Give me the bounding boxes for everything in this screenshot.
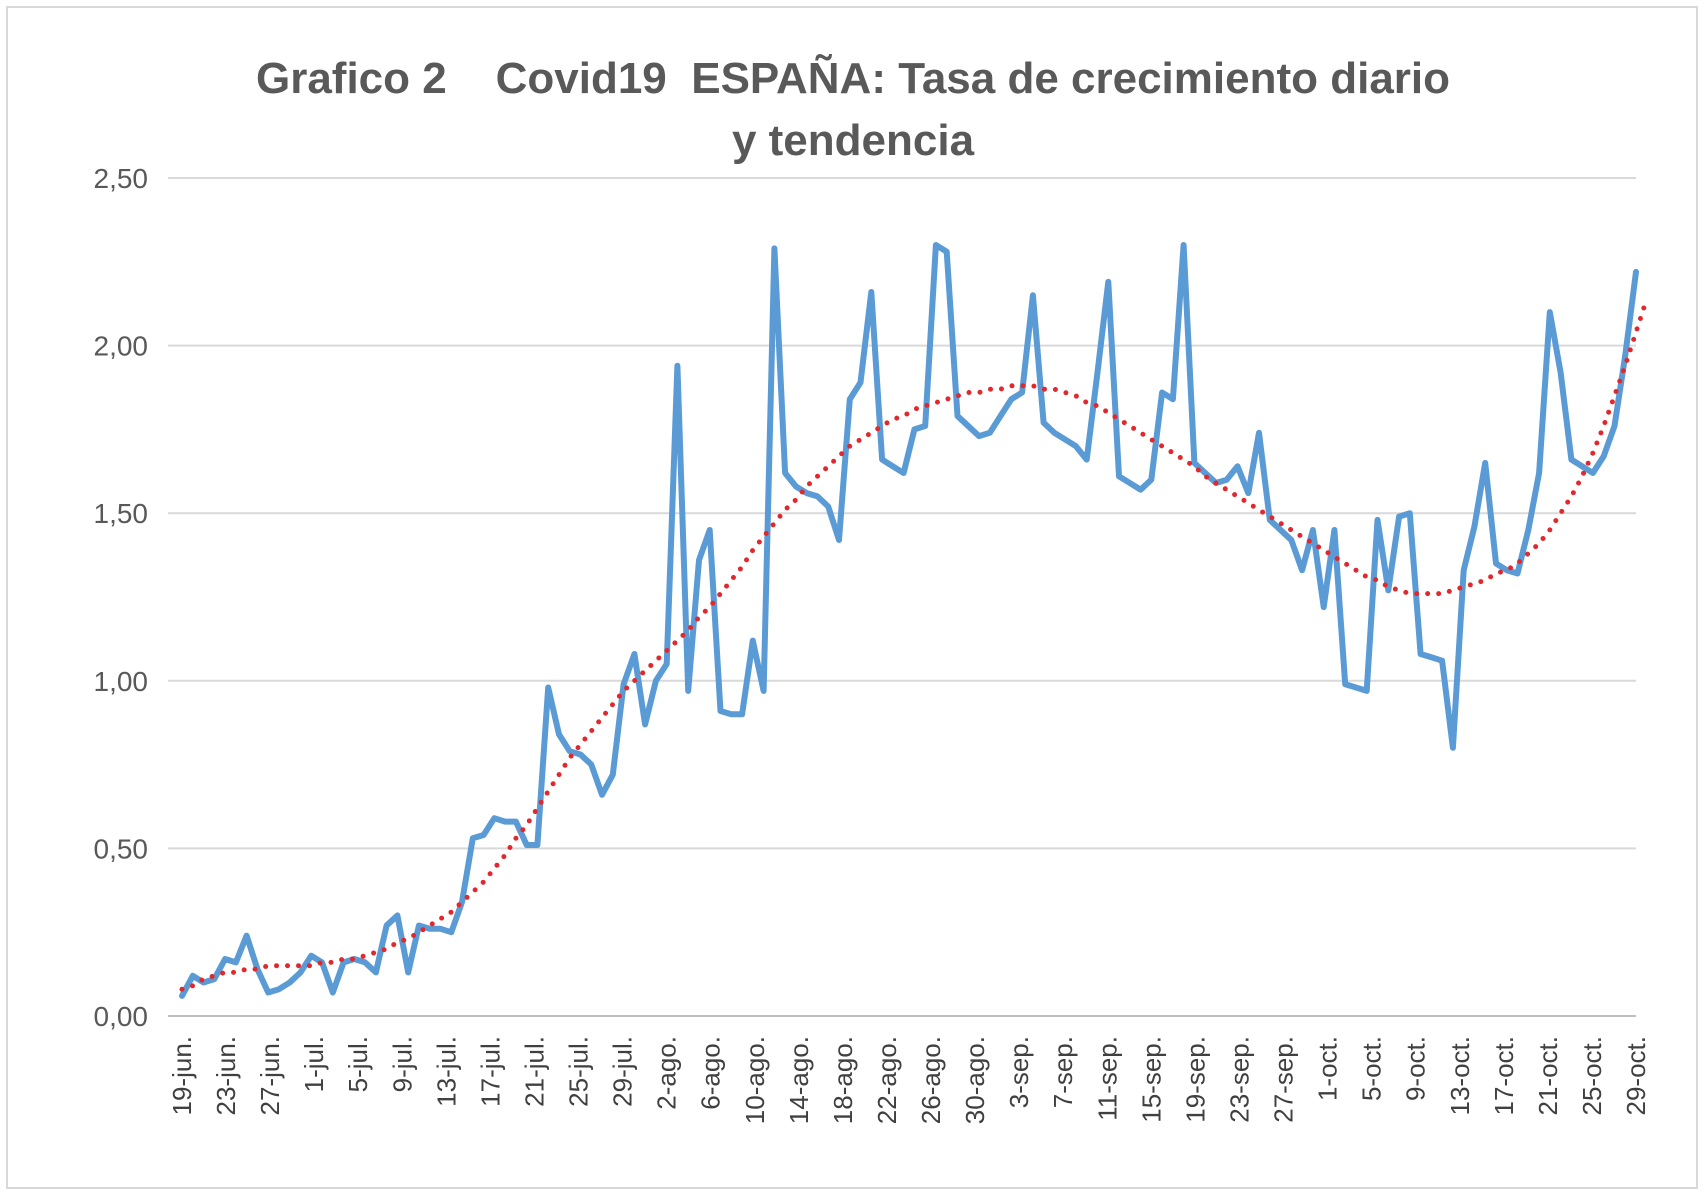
x-tick-label: 13-jul. [431,1036,461,1107]
x-axis-tick-labels: 19-jun. 23-jun. 27-jun. 1-jul. 5-jul. 9-jul. 1… [167,1036,1651,1124]
x-tick-label: 23-sep. [1224,1036,1254,1123]
x-tick-label: 21-jul. [519,1036,549,1107]
x-tick-label: 11-sep. [1092,1036,1122,1121]
x-tick-label: 22-ago. [872,1036,902,1124]
x-tick-label: 5-jul. [343,1036,373,1092]
x-tick-label: 10-ago. [740,1036,770,1124]
x-tick-label: 1-jul. [299,1036,329,1092]
x-tick-label: 26-ago. [916,1036,946,1124]
chart-title-line2: y tendencia [731,116,975,165]
x-tick-label: 30-ago. [960,1036,990,1124]
daily-rate-line [179,242,1639,999]
x-tick-label: 19-sep. [1180,1036,1210,1123]
y-tick-label: 1,50 [94,498,149,529]
x-tick-label: 15-sep. [1136,1036,1166,1123]
chart-title-line1: Grafico 2 Covid19 ESPAÑA: Tasa de crecim… [255,54,1451,103]
y-tick-label: 0,00 [94,1001,149,1032]
x-tick-label: 25-jul. [564,1036,594,1107]
x-tick-label: 6-ago. [696,1036,726,1110]
chart-title: Grafico 2 Covid19 ESPAÑA: Tasa de crecim… [0,48,1706,172]
y-tick-label: 2,50 [94,163,149,194]
x-tick-label: 23-jun. [211,1036,241,1116]
x-tick-label: 7-sep. [1048,1036,1078,1108]
y-tick-label: 2,00 [94,331,149,362]
x-tick-label: 25-oct. [1577,1036,1607,1116]
y-axis-tick-labels: 0,00 0,50 1,00 1,50 2,00 2,50 [94,163,149,1032]
x-tick-label: 2-ago. [652,1036,682,1110]
x-tick-label: 3-sep. [1004,1036,1034,1108]
x-tick-label: 27-sep. [1269,1036,1299,1123]
x-tick-label: 13-oct. [1445,1036,1475,1116]
y-tick-label: 1,00 [94,666,149,697]
x-tick-label: 17-oct. [1489,1036,1519,1116]
x-tick-label: 19-jun. [167,1036,197,1116]
x-tick-label: 29-jul. [608,1036,638,1107]
x-tick-label: 29-oct. [1621,1036,1651,1116]
y-tick-label: 0,50 [94,833,149,864]
x-tick-label: 9-jul. [387,1036,417,1092]
series-group [179,242,1650,999]
trend-line [179,296,1650,992]
x-tick-label: 9-oct. [1401,1036,1431,1101]
x-tick-label: 5-oct. [1357,1036,1387,1101]
x-tick-label: 21-oct. [1533,1036,1563,1116]
x-tick-label: 18-ago. [828,1036,858,1124]
gridlines [168,177,1636,1017]
x-tick-label: 1-oct. [1313,1036,1343,1101]
x-tick-label: 17-jul. [475,1036,505,1107]
x-tick-label: 14-ago. [784,1036,814,1124]
x-tick-label: 27-jun. [255,1036,285,1116]
